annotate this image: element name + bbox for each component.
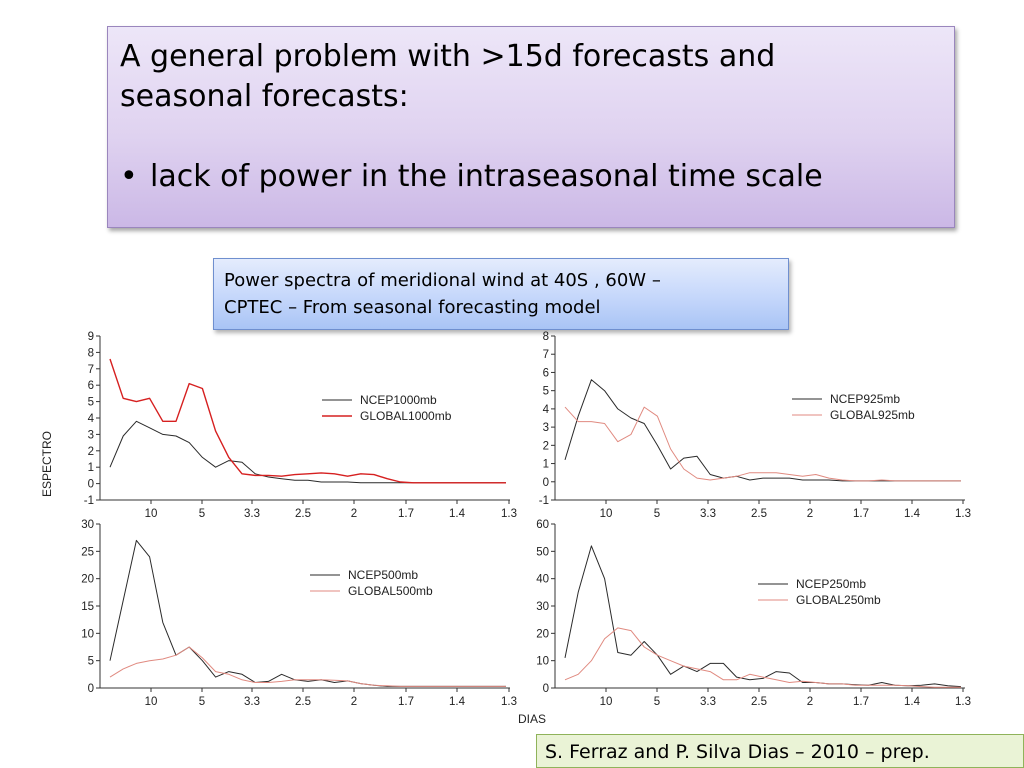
series-line-ncep925mb [564,379,961,482]
legend-label: GLOBAL250mb [796,593,881,607]
y-tick-label: 5 [88,397,94,409]
x-tick-label: 10 [145,696,158,708]
x-tick-label: 1.3 [501,696,517,708]
x-tick-label: 2 [351,696,357,708]
x-tick-label: 1.7 [398,696,414,708]
x-tick-label: 2.5 [295,696,311,708]
x-tick-label: 2.5 [295,508,311,520]
y-tick-label: 30 [81,519,94,531]
x-tick-label: 3.3 [700,696,716,708]
x-tick-label: 3.3 [244,696,260,708]
x-tick-label: 1.7 [398,508,414,520]
bullet-dot: • [120,159,138,194]
x-tick-label: 1.4 [449,508,466,520]
legend-label: GLOBAL1000mb [360,409,452,423]
y-tick-label: 15 [81,601,94,613]
x-tick-label: 5 [654,508,660,520]
series-line-global1000mb [109,358,506,484]
y-tick-label: 7 [88,364,94,376]
series-line-global500mb [109,646,506,687]
y-tick-label: 7 [543,349,549,361]
y-tick-label: -1 [539,495,549,507]
y-tick-label: 0 [88,683,94,695]
legend-label: NCEP925mb [830,392,900,406]
legend-label: NCEP1000mb [360,393,437,407]
title-box: A general problem with >15d forecasts an… [107,26,955,228]
x-tick-label: 10 [600,696,613,708]
x-tick-label: 5 [654,696,660,708]
x-tick-label: 1.7 [853,508,869,520]
x-tick-label: 2.5 [751,508,767,520]
y-tick-label: 4 [543,404,550,416]
x-tick-label: 3.3 [244,508,260,520]
x-tick-label: 2 [807,508,813,520]
y-axis-title: ESPECTRO [40,430,54,497]
series-line-ncep500mb [109,539,506,687]
y-tick-label: 0 [88,479,94,491]
bullet-item: • lack of power in the intraseasonal tim… [120,157,942,197]
y-tick-label: 6 [543,367,549,379]
y-tick-label: 10 [536,656,549,668]
x-tick-label: 10 [600,508,613,520]
x-tick-label: 1.4 [904,696,921,708]
y-tick-label: 0 [543,683,549,695]
x-tick-label: 2 [807,696,813,708]
x-tick-label: 1.7 [853,696,869,708]
y-tick-label: 10 [81,628,94,640]
series-line-ncep250mb [564,545,962,688]
y-tick-label: 60 [536,519,549,531]
x-tick-label: 10 [145,508,158,520]
x-tick-label: 5 [199,508,205,520]
x-axis-title: DIAS [518,712,547,726]
bullet-text: lack of power in the intraseasonal time … [150,159,823,194]
x-tick-label: 2 [351,508,357,520]
y-tick-label: 8 [88,347,94,359]
legend-label: NCEP500mb [348,568,418,582]
y-tick-label: 20 [536,628,549,640]
x-tick-label: 3.3 [700,508,716,520]
y-tick-label: 2 [543,440,549,452]
x-tick-label: 5 [199,696,205,708]
x-tick-label: 1.3 [955,696,971,708]
series-line-global925mb [564,406,961,482]
series-line-global250mb [564,627,961,688]
y-tick-label: 0 [543,477,549,489]
y-tick-label: 9 [88,331,94,343]
y-tick-label: 3 [88,429,94,441]
title-line-2: seasonal forecasts: [120,79,409,114]
y-tick-label: 50 [536,546,549,558]
legend-label: GLOBAL500mb [348,584,433,598]
x-tick-label: 1.4 [449,696,466,708]
caption-line-1: Power spectra of meridional wind at 40S … [224,270,661,291]
y-tick-label: 3 [543,422,549,434]
caption-box: Power spectra of meridional wind at 40S … [213,258,789,330]
credit-box: S. Ferraz and P. Silva Dias – 2010 – pre… [536,734,1024,768]
legend-label: GLOBAL925mb [830,408,915,422]
x-tick-label: 1.3 [955,508,971,520]
y-tick-label: -1 [84,495,94,507]
y-tick-label: 6 [88,380,94,392]
y-tick-label: 5 [88,656,94,668]
y-tick-label: 2 [88,446,94,458]
y-tick-label: 20 [81,574,94,586]
y-tick-label: 30 [536,601,549,613]
x-tick-label: 1.4 [904,508,921,520]
y-tick-label: 1 [543,459,549,471]
y-tick-label: 5 [543,386,549,398]
credit-text: S. Ferraz and P. Silva Dias – 2010 – pre… [545,741,930,763]
y-tick-label: 40 [536,574,549,586]
x-tick-label: 1.3 [501,508,517,520]
y-tick-label: 4 [88,413,95,425]
y-tick-label: 25 [81,546,94,558]
y-tick-label: 8 [543,331,549,343]
caption-line-2: CPTEC – From seasonal forecasting model [224,297,601,318]
legend-label: NCEP250mb [796,577,866,591]
y-tick-label: 1 [88,462,94,474]
x-tick-label: 2.5 [751,696,767,708]
title-line-1: A general problem with >15d forecasts an… [120,39,776,74]
